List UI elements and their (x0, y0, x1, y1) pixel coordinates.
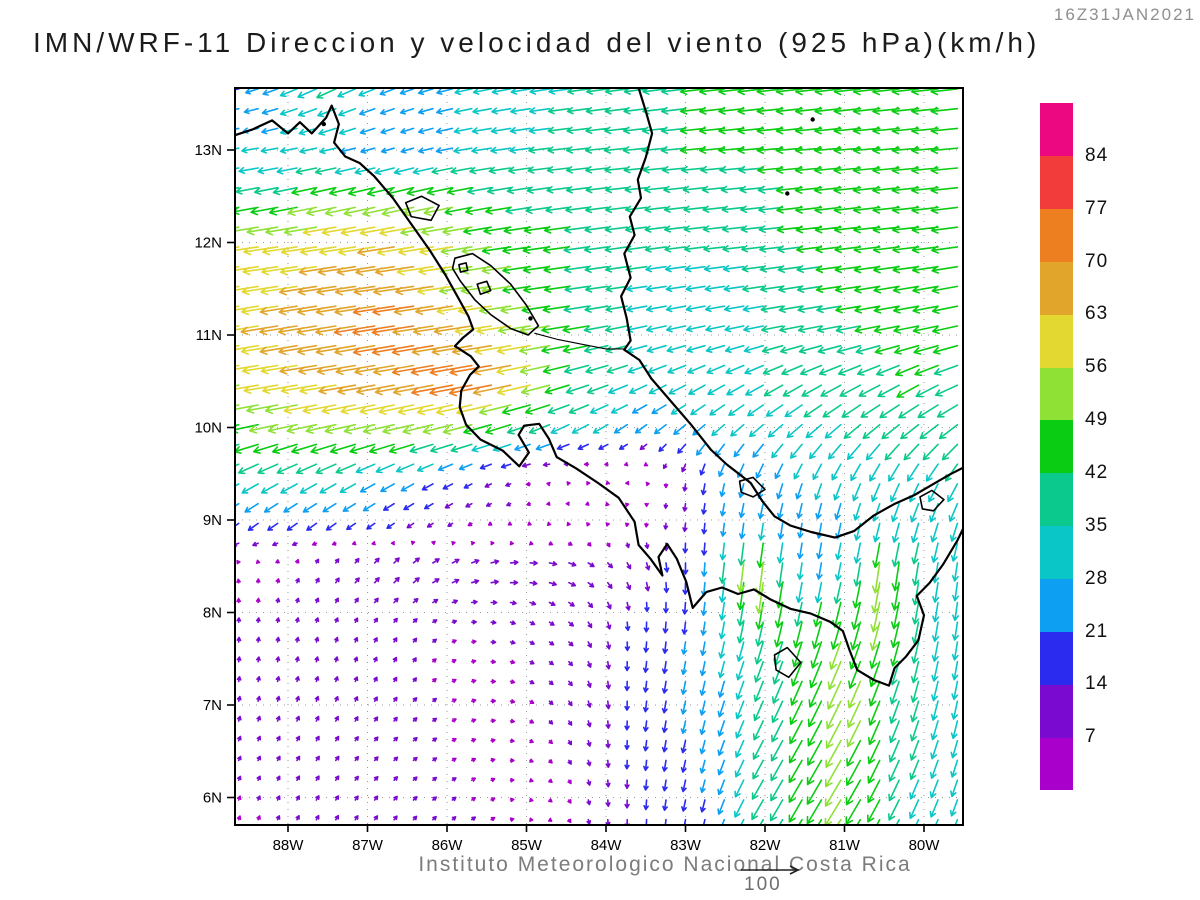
colorbar-label: 77 (1085, 197, 1109, 219)
ometepe-island (476, 280, 492, 296)
colorbar-label: 42 (1085, 461, 1109, 483)
gridlines (235, 88, 963, 825)
rio-san-juan-border (534, 332, 625, 350)
lat-tick-label: 13N (194, 142, 222, 159)
colorbar-swatch (1040, 684, 1073, 738)
lake-nicaragua (451, 252, 540, 336)
lat-tick-label: 9N (203, 512, 222, 529)
lon-tick-label: 82W (750, 837, 782, 854)
lon-tick-label: 80W (909, 837, 941, 854)
wind-map: 88W 87W 86W 85W 84W 83W 82W 81W 80W 13N 12N 11N 10N 9… (194, 87, 964, 854)
colorbar-label: 7 (1085, 726, 1097, 748)
lake-managua (404, 195, 440, 222)
lon-axis: 88W 87W 86W 85W 84W 83W 82W 81W 80W (273, 825, 941, 854)
lon-tick-label: 81W (829, 837, 861, 854)
reference-arrow-glyph (741, 865, 800, 875)
page-title: IMN/WRF-11 Direccion y velocidad del vie… (33, 27, 1041, 58)
colorbar-swatch (1040, 472, 1073, 527)
colorbar-swatch (1040, 578, 1073, 632)
wind-arrows (235, 88, 959, 825)
colorbar-label: 28 (1085, 567, 1109, 589)
island-dot (810, 117, 815, 122)
lat-tick-label: 10N (194, 420, 222, 437)
lon-tick-label: 84W (591, 837, 623, 854)
colorbar-swatch (1040, 420, 1073, 474)
lon-tick-label: 85W (511, 837, 543, 854)
island-dot (528, 316, 533, 321)
colorbar-label: 84 (1085, 144, 1109, 166)
colorbar-label: 56 (1085, 356, 1109, 378)
valid-timestamp: 16Z31JAN2021 (1053, 5, 1196, 24)
colorbar-label: 49 (1085, 409, 1109, 431)
lon-tick-label: 87W (352, 837, 384, 854)
lat-tick-label: 11N (196, 327, 222, 344)
colorbar-label: 14 (1085, 673, 1109, 695)
lat-tick-label: 12N (194, 235, 222, 252)
lat-axis: 13N 12N 11N 10N 9N 8N 7N 6N (194, 142, 235, 807)
pacific-coast (235, 104, 963, 687)
lon-tick-label: 88W (273, 837, 305, 854)
colorbar-swatch (1040, 367, 1073, 421)
colorbar-label: 35 (1085, 514, 1109, 536)
zapatera-island (458, 262, 469, 273)
colorbar-swatch (1040, 314, 1073, 368)
coiba-island (773, 646, 802, 679)
colorbar-swatch (1040, 261, 1073, 315)
lon-tick-label: 83W (670, 837, 702, 854)
colorbar-swatch (1040, 155, 1073, 210)
lat-tick-label: 6N (203, 790, 222, 807)
island-dot (785, 191, 790, 196)
colorbar-swatch (1040, 103, 1073, 157)
colorbar-legend: 7 14 21 28 35 42 49 56 63 70 77 84 (1040, 103, 1160, 791)
map-frame (234, 87, 964, 826)
credit-text: Instituto Meteorologico Nacional Costa R… (418, 853, 912, 876)
lat-tick-label: 7N (203, 697, 222, 714)
colorbar-label: 21 (1085, 620, 1109, 642)
reference-arrow-value: 100 (744, 874, 782, 895)
colorbar-swatch (1040, 631, 1073, 685)
gatun-lake (919, 489, 945, 512)
colorbar-label: 70 (1085, 250, 1109, 272)
island-dot (321, 121, 326, 127)
lon-tick-label: 86W (432, 837, 464, 854)
reference-arrow (741, 865, 800, 875)
colorbar-swatch (1040, 737, 1073, 791)
lat-tick-label: 8N (203, 605, 222, 622)
coastline (235, 88, 963, 687)
colorbar-swatch (1040, 208, 1073, 262)
colorbar-swatch (1040, 525, 1073, 580)
colorbar-label: 63 (1085, 303, 1109, 325)
bocas-lagoon (738, 476, 766, 498)
caribbean-coast (620, 88, 963, 539)
